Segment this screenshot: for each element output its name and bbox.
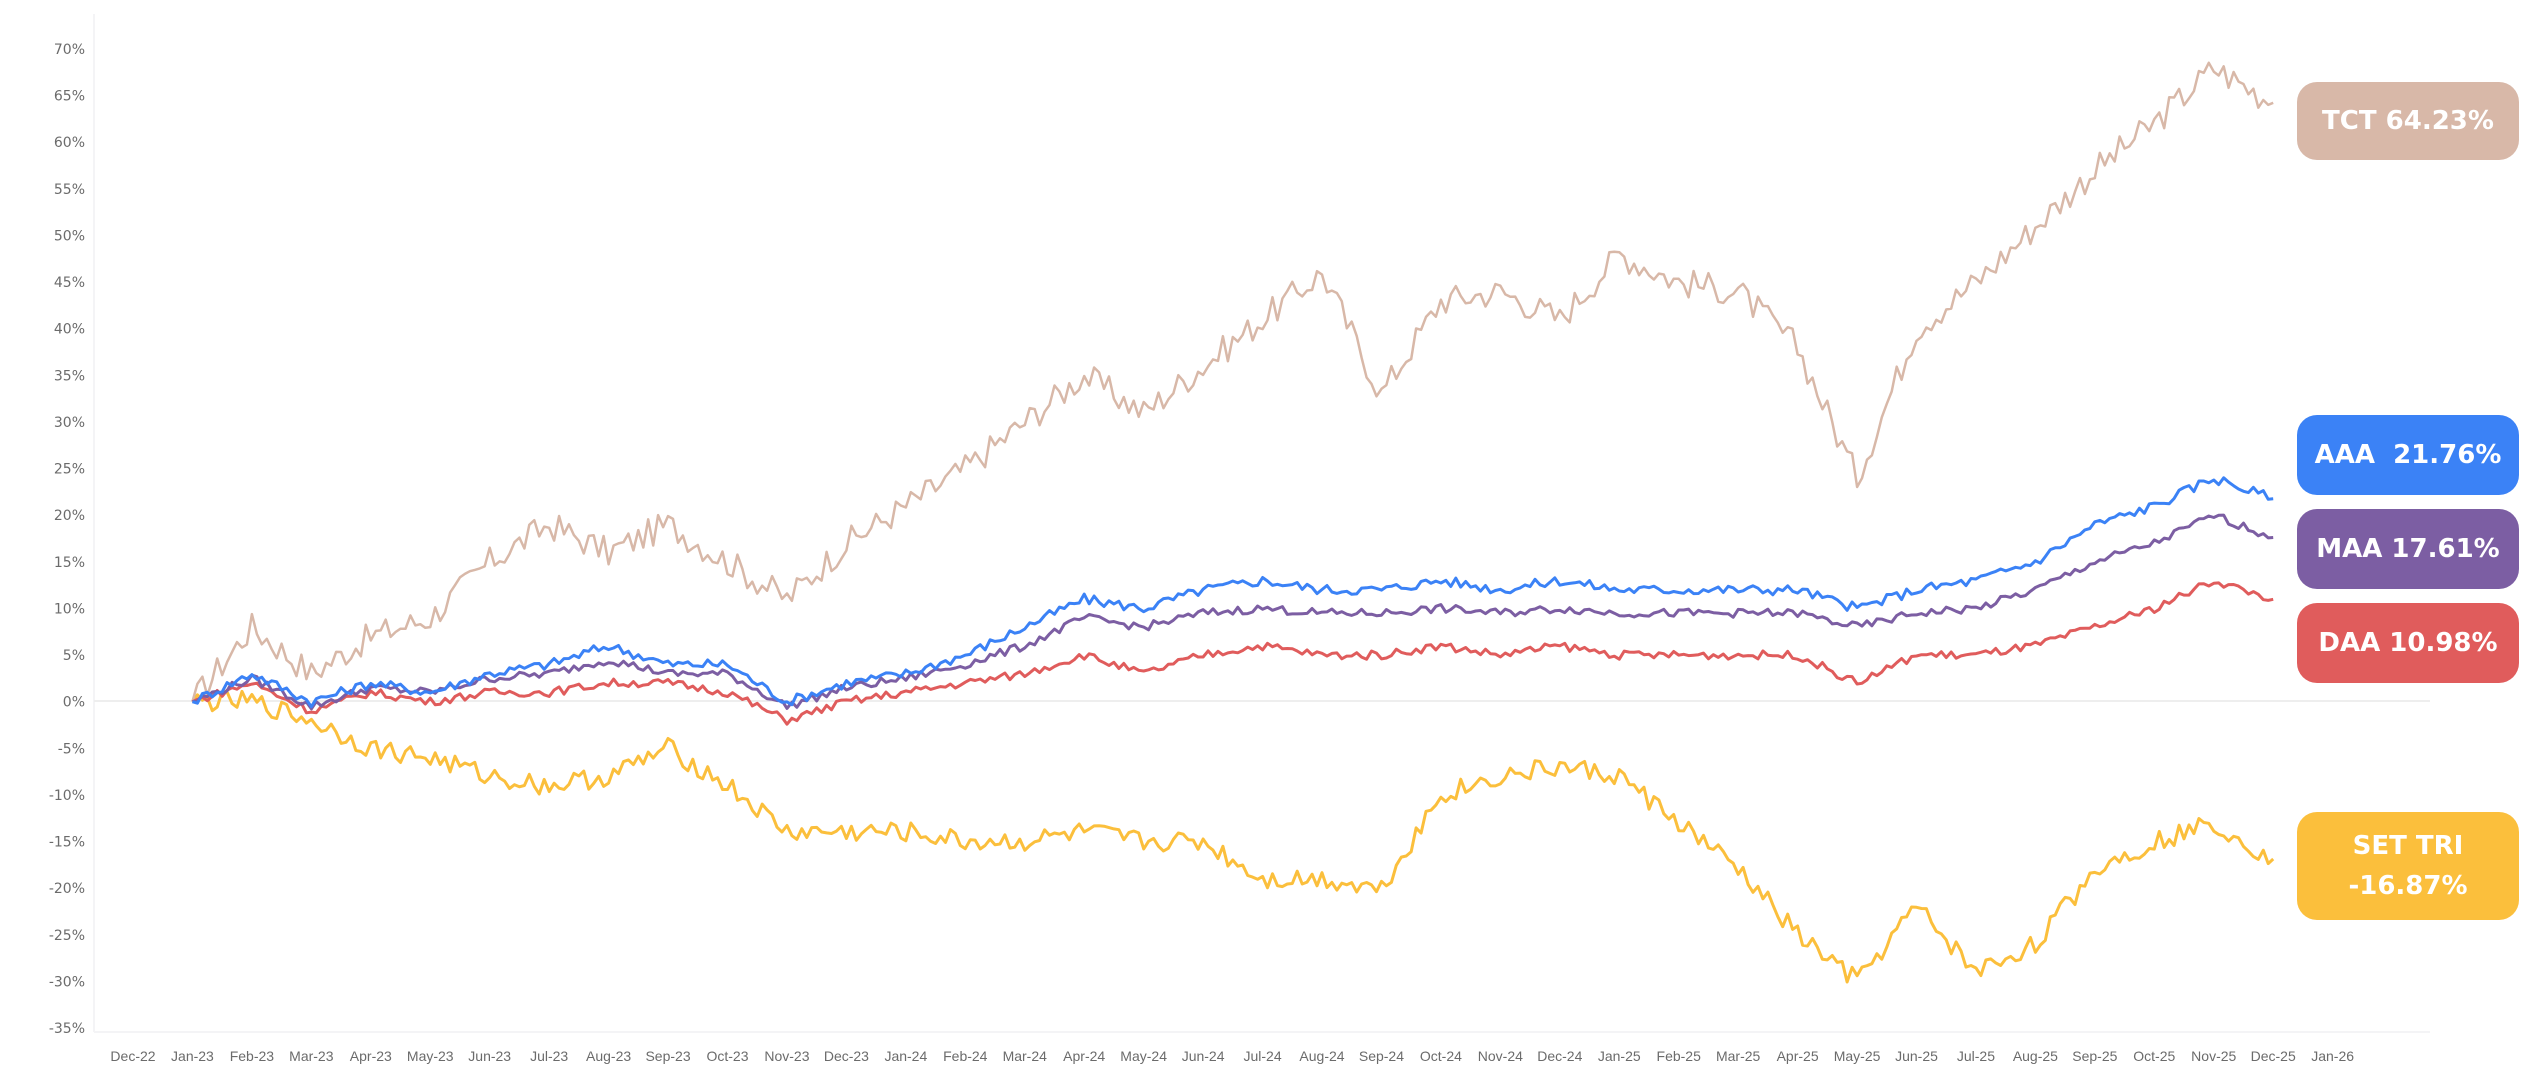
x-tick-label: Oct-24 (1420, 1048, 1462, 1064)
series-line-maa (192, 513, 2274, 711)
series-line-aaa (191, 476, 2274, 709)
end-label-daa: DAA 10.98% (2297, 603, 2519, 683)
y-tick-label: 45% (54, 275, 85, 291)
y-tick-label: 35% (54, 368, 85, 384)
x-tick-label: Dec-24 (1537, 1048, 1582, 1064)
x-tick-label: Jun-24 (1182, 1048, 1225, 1064)
x-tick-label: Jul-25 (1957, 1048, 1995, 1064)
y-tick-label: 70% (54, 42, 85, 58)
x-tick-label: Sep-23 (645, 1048, 690, 1064)
x-tick-label: Aug-24 (1299, 1048, 1344, 1064)
end-label-set-tri: SET TRI -16.87% (2297, 812, 2519, 920)
y-tick-label: 50% (54, 228, 85, 244)
x-tick-label: Mar-25 (1716, 1048, 1761, 1064)
y-tick-label: 20% (54, 508, 85, 524)
x-tick-label: Jan-25 (1598, 1048, 1641, 1064)
x-tick-label: May-24 (1120, 1048, 1167, 1064)
x-axis-ticks: Dec-22 Jan-23 Feb-23 Mar-23 Apr-23 May-23 Jun-… (110, 1048, 2354, 1064)
x-tick-label: Jan-26 (2311, 1048, 2354, 1064)
y-axis-ticks: 70% 65% 60% 55% 50% 45% 40% 35% 30% 25% 20% 15% 10% 5… (49, 42, 85, 1037)
x-tick-label: Apr-24 (1063, 1048, 1105, 1064)
x-tick-label: Jan-24 (884, 1048, 927, 1064)
x-tick-label: Dec-23 (824, 1048, 869, 1064)
series-lines (191, 61, 2275, 984)
x-tick-label: Dec-22 (110, 1048, 155, 1064)
series-line-tct (191, 61, 2274, 703)
x-tick-label: Feb-24 (943, 1048, 988, 1064)
y-tick-label: -20% (49, 881, 85, 897)
y-tick-label: 55% (54, 182, 85, 198)
end-label-set-tri-name: SET TRI (2352, 831, 2464, 861)
y-tick-label: 25% (54, 462, 85, 478)
y-tick-label: -15% (49, 835, 85, 851)
x-tick-label: Nov-24 (1478, 1048, 1523, 1064)
end-label-aaa-text: AAA 21.76% (2314, 440, 2502, 470)
end-label-tct: TCT 64.23% (2297, 82, 2519, 160)
x-tick-label: May-25 (1834, 1048, 1881, 1064)
end-label-tct-text: TCT 64.23% (2322, 106, 2494, 136)
end-label-aaa: AAA 21.76% (2297, 415, 2519, 495)
x-tick-label: Jun-25 (1895, 1048, 1938, 1064)
x-tick-label: Mar-24 (1003, 1048, 1048, 1064)
series-line-set-tri (191, 689, 2275, 984)
x-tick-label: Feb-25 (1657, 1048, 1702, 1064)
x-tick-label: Nov-23 (764, 1048, 809, 1064)
y-tick-label: -5% (58, 741, 85, 757)
y-tick-label: 5% (63, 648, 85, 664)
x-tick-label: Apr-23 (350, 1048, 392, 1064)
y-tick-label: 65% (54, 89, 85, 105)
end-label-set-tri-value: -16.87% (2348, 871, 2468, 901)
x-tick-label: Jul-24 (1243, 1048, 1281, 1064)
y-tick-label: 40% (54, 322, 85, 338)
x-tick-label: Jun-23 (468, 1048, 511, 1064)
x-tick-label: Oct-23 (706, 1048, 748, 1064)
y-tick-label: 15% (54, 555, 85, 571)
y-tick-label: -30% (49, 974, 85, 990)
y-tick-label: -35% (49, 1021, 85, 1037)
x-tick-label: Mar-23 (289, 1048, 334, 1064)
x-tick-label: Dec-25 (2251, 1048, 2296, 1064)
series-line-daa (191, 581, 2274, 726)
y-tick-label: 0% (63, 695, 85, 711)
x-tick-label: Feb-23 (230, 1048, 275, 1064)
y-tick-label: 10% (54, 601, 85, 617)
x-tick-label: Jul-23 (530, 1048, 568, 1064)
x-tick-label: May-23 (407, 1048, 454, 1064)
x-tick-label: Aug-25 (2013, 1048, 2058, 1064)
x-tick-label: Apr-25 (1777, 1048, 1819, 1064)
y-tick-label: -25% (49, 928, 85, 944)
y-tick-label: 30% (54, 415, 85, 431)
end-label-maa-text: MAA 17.61% (2316, 534, 2500, 564)
x-tick-label: Sep-24 (1359, 1048, 1404, 1064)
y-tick-label: -10% (49, 788, 85, 804)
x-tick-label: Oct-25 (2133, 1048, 2175, 1064)
y-tick-label: 60% (54, 135, 85, 151)
x-tick-label: Nov-25 (2191, 1048, 2236, 1064)
end-label-daa-text: DAA 10.98% (2318, 628, 2498, 658)
x-tick-label: Sep-25 (2072, 1048, 2117, 1064)
x-tick-label: Aug-23 (586, 1048, 631, 1064)
end-label-maa: MAA 17.61% (2297, 509, 2519, 589)
x-tick-label: Jan-23 (171, 1048, 214, 1064)
